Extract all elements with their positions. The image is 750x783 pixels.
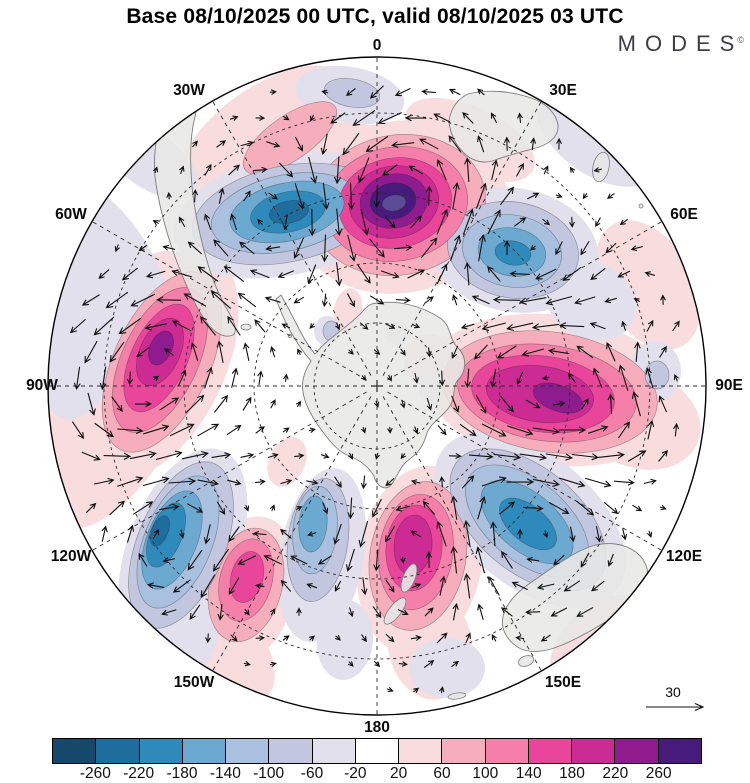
tasmania	[517, 655, 535, 667]
colorbar-cell	[312, 739, 356, 763]
colorbar-boundary-label: 140	[515, 765, 542, 782]
colorbar-cell	[528, 739, 573, 763]
colorbar-cell	[572, 739, 616, 763]
colorbar-cell	[615, 739, 659, 763]
australia	[501, 543, 649, 652]
longitude-label: 60W	[55, 206, 87, 223]
colorbar-cell	[485, 739, 529, 763]
longitude-label: 90W	[26, 377, 58, 394]
colorbar-cell	[399, 739, 443, 763]
contour-fills	[48, 57, 706, 715]
colorbar-cell	[139, 739, 183, 763]
map-boundary-circle	[47, 56, 707, 716]
small-island-b	[651, 195, 655, 199]
colorbar-boundary-label: -220	[123, 765, 155, 782]
longitude-label: 90E	[715, 377, 743, 394]
modes-logo-text: MODES	[617, 31, 744, 56]
colorbar-boundary-label: 60	[433, 765, 451, 782]
colorbar-boundary-label: -140	[209, 765, 241, 782]
longitude-label: 60E	[670, 206, 698, 223]
madagascar	[592, 151, 610, 183]
reference-arrow-label: 30	[665, 684, 681, 700]
longitude-labels: 0 30E 60E 90E 120E 150E 180 150W 120W 90W 60W 30W	[26, 37, 743, 736]
colorbar-boundary-label: 20	[390, 765, 408, 782]
new-zealand-north-island	[400, 563, 418, 593]
coastlines	[120, 90, 655, 700]
colorbar-boundary-label: -60	[300, 765, 324, 782]
africa	[448, 90, 559, 163]
longitude-label: 120E	[666, 548, 702, 565]
colorbar-boundary-label: -180	[166, 765, 198, 782]
new-zealand-south-island	[383, 597, 407, 625]
longitude-label: 30E	[549, 82, 577, 99]
colorbar-cell	[53, 739, 97, 763]
small-island-a	[638, 203, 644, 209]
falkland-islands	[240, 323, 252, 331]
copyright-icon: ©	[737, 34, 744, 45]
small-island-d	[447, 692, 467, 700]
reference-arrow: 30	[646, 684, 705, 712]
longitude-label: 150E	[545, 674, 581, 691]
colorbar-boundary-label: 260	[645, 765, 672, 782]
wind-arrows	[69, 85, 680, 694]
modes-logo: MODES©	[618, 31, 744, 57]
colorbar-labels: -260 -220 -180 -140 -100 -60 -20 20 60 100 140 180 2…	[0, 765, 750, 783]
colorbar-cell	[96, 739, 140, 763]
colorbar-cell	[442, 739, 486, 763]
longitude-label: 30W	[173, 82, 205, 99]
colorbar-cell	[182, 739, 227, 763]
colorbar-cell	[269, 739, 313, 763]
colorbar-boundary-label: 180	[559, 765, 585, 782]
longitude-label: 150W	[174, 674, 215, 691]
colorbar-cell	[658, 739, 701, 763]
colorbar-boundary-label: -100	[253, 765, 285, 782]
page-title: Base 08/10/2025 00 UTC, valid 08/10/2025…	[126, 5, 624, 28]
colorbar-boundary-label: 220	[602, 765, 629, 782]
longitude-label: 120W	[51, 548, 92, 565]
colorbar-boundary-label: -20	[344, 765, 367, 782]
longitude-label: 180	[364, 719, 390, 736]
colorbar-boundary-label: 100	[472, 765, 499, 782]
colorbar-boundary-label: -260	[79, 765, 111, 782]
colorbar-cell	[355, 739, 400, 763]
antarctica	[275, 294, 466, 489]
colorbar	[52, 738, 702, 764]
longitude-label: 0	[373, 37, 382, 54]
colorbar-cell	[226, 739, 270, 763]
